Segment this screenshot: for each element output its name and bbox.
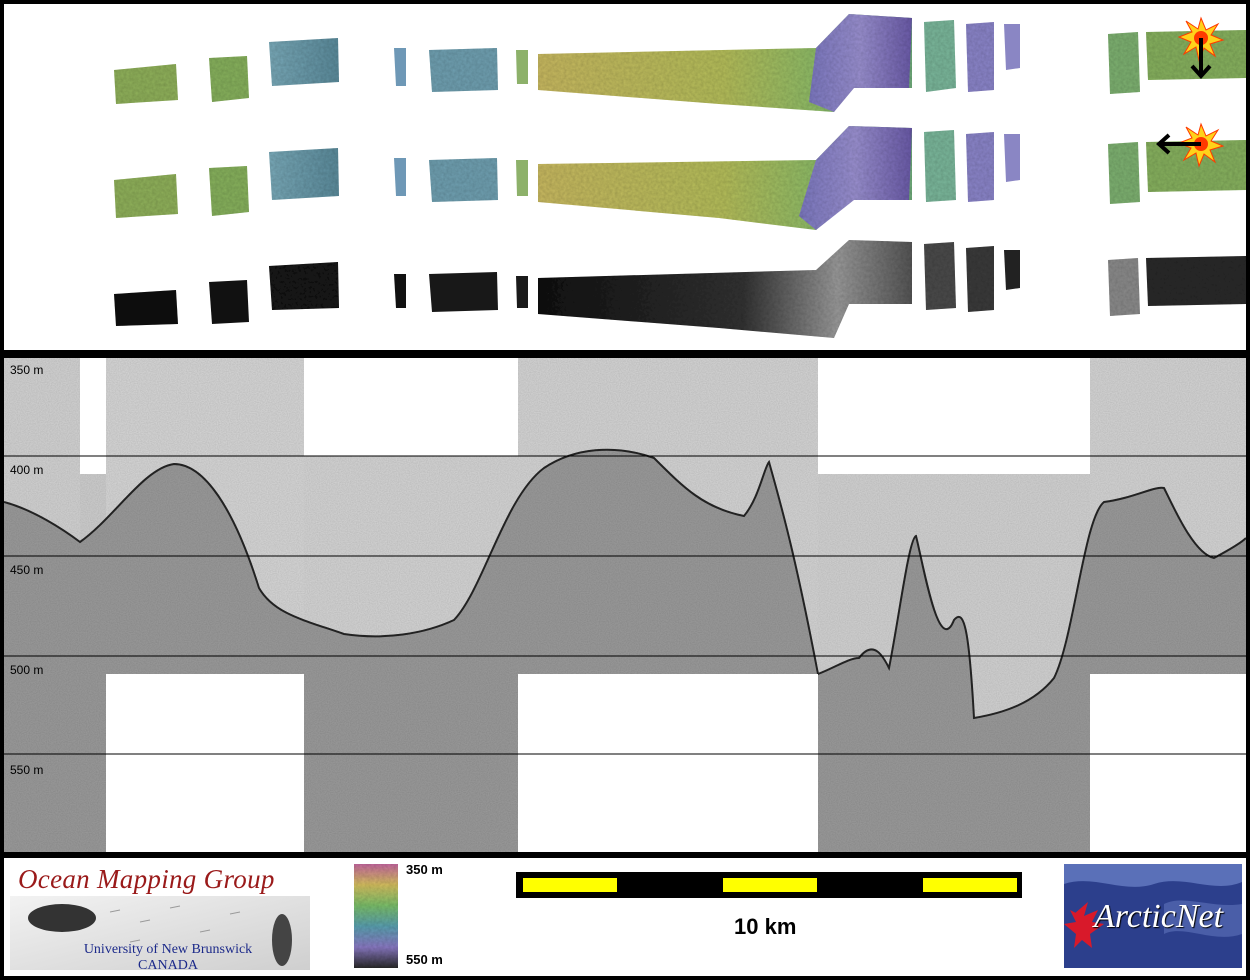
strip-row-1 — [114, 14, 1246, 112]
multibeam-strips — [114, 14, 1246, 338]
depth-tick-500: 500 m — [10, 663, 44, 677]
omg-title: Ocean Mapping Group — [18, 864, 275, 894]
depth-colorbar — [354, 864, 398, 968]
no-data-masks — [80, 358, 1246, 852]
subbottom-profile-panel: 350 m 400 m 450 m 500 m 550 m — [4, 358, 1246, 852]
colorbar-bottom-label: 550 m — [406, 952, 443, 967]
scale-bar-label: 10 km — [734, 914, 797, 939]
arcticnet-text: ArcticNet — [1094, 898, 1224, 935]
depth-tick-350: 350 m — [10, 363, 44, 377]
scale-bar — [516, 872, 1022, 898]
strip-row-2 — [114, 126, 1246, 230]
left-arrow-icon — [1156, 133, 1201, 155]
seafloor-reflector — [4, 448, 1246, 720]
depth-tick-400: 400 m — [10, 463, 44, 477]
depth-tick-450: 450 m — [10, 563, 44, 577]
omg-logo: Ocean Mapping Group University of New Br… — [10, 862, 310, 973]
arcticnet-logo: ArcticNet — [1064, 864, 1242, 968]
omg-logo-artwork — [10, 896, 310, 970]
depth-gridlines — [4, 455, 1246, 755]
footer-panel: Ocean Mapping Group University of New Br… — [4, 858, 1246, 976]
depth-tick-550: 550 m — [10, 763, 44, 777]
down-arrow-icon — [1190, 38, 1212, 79]
subbottom-profile — [4, 358, 1246, 852]
colorbar-top-label: 350 m — [406, 862, 443, 877]
arcticnet-map-artwork — [1064, 864, 1242, 948]
omg-university: University of New Brunswick — [83, 942, 253, 957]
multibeam-strips-panel — [4, 4, 1246, 350]
strip-row-3-backscatter — [114, 240, 1246, 338]
seafloor-sediment — [4, 449, 1246, 852]
omg-country: CANADA — [138, 958, 198, 973]
